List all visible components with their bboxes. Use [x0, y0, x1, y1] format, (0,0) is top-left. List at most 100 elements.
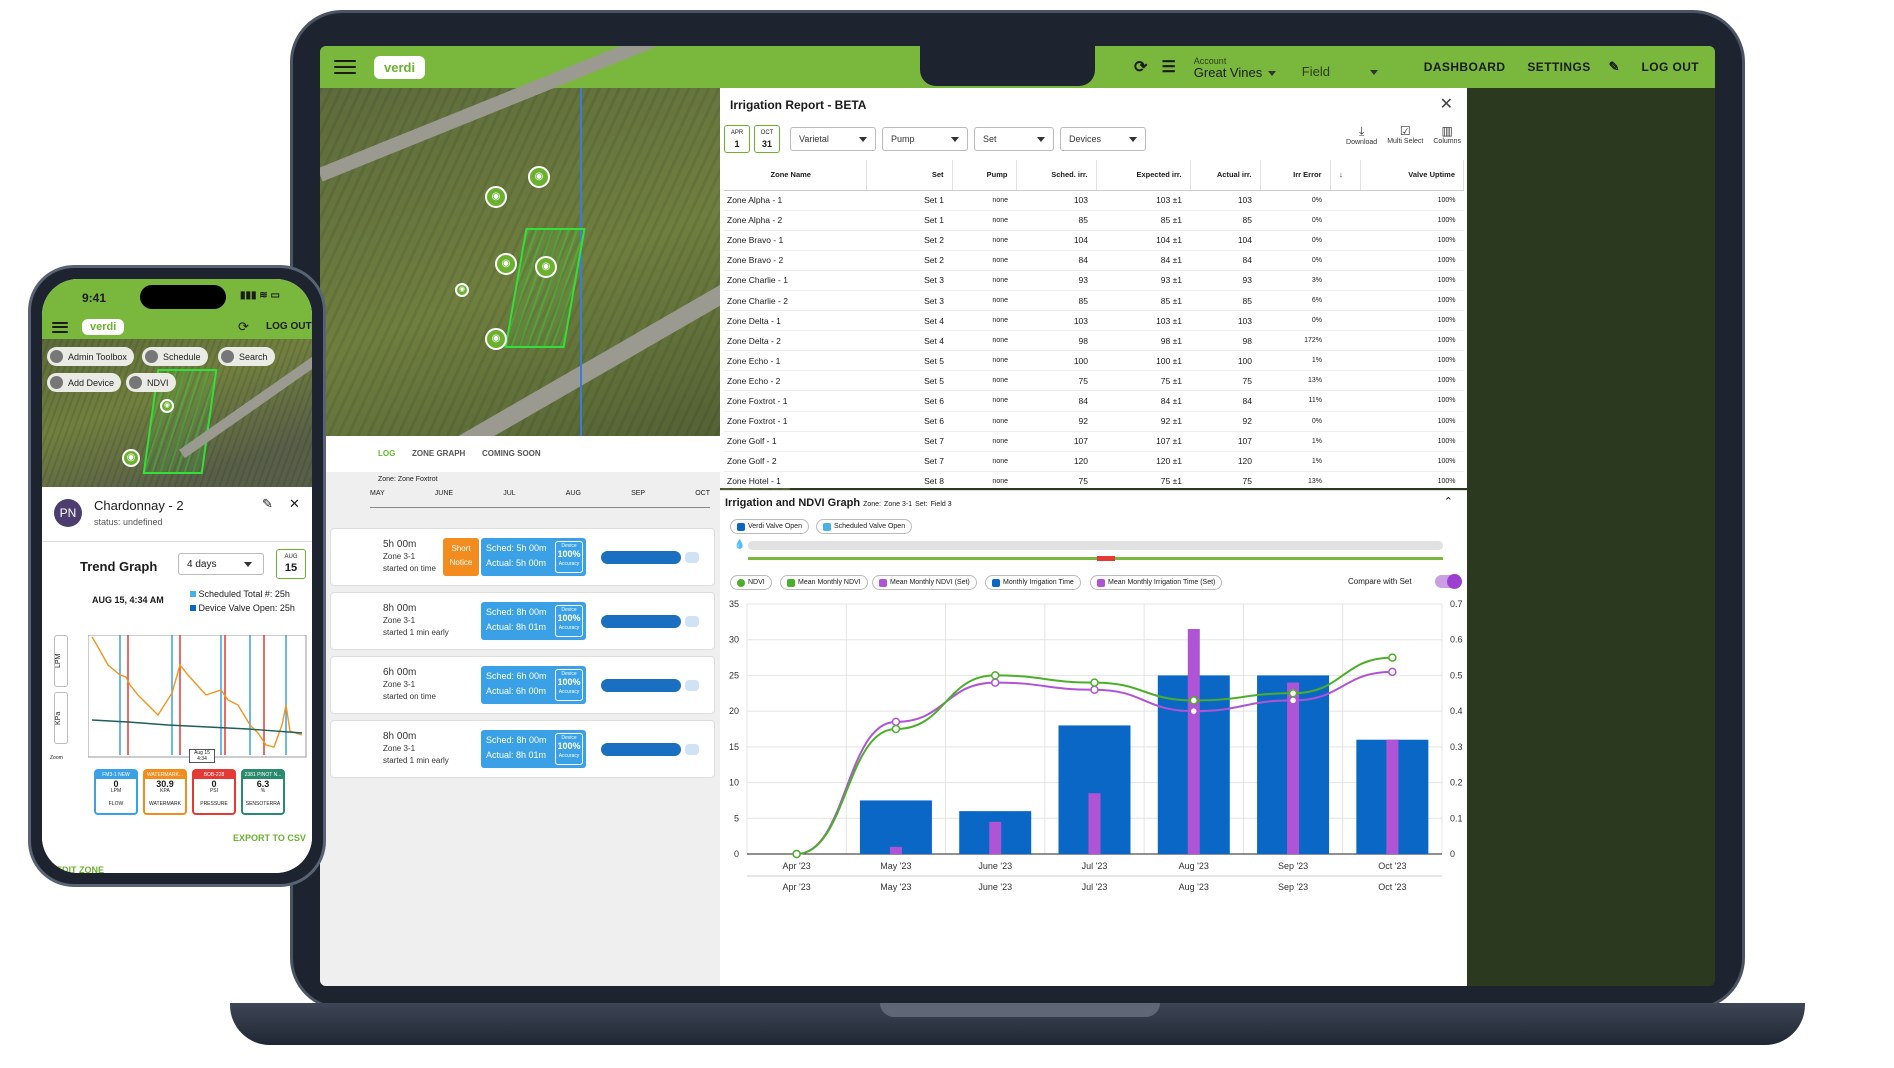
legend-verdi-valve-open[interactable]: Verdi Valve Open [730, 519, 809, 534]
sensor-tile[interactable]: 2381 PINOT N... 6.3% SENSOTERRA [241, 769, 285, 815]
columns-button[interactable]: ▥ Columns [1433, 124, 1461, 146]
zone-name[interactable]: Chardonnay - 2 [94, 498, 184, 513]
varietal-select[interactable]: Varietal [790, 127, 876, 151]
refresh-icon[interactable]: ⟳ [1134, 59, 1148, 76]
legend-scheduled-valve-open[interactable]: Scheduled Valve Open [816, 519, 913, 534]
table-cell: Set 2 [866, 250, 952, 271]
col-actual[interactable]: Actual irr. [1190, 160, 1261, 191]
table-row[interactable]: Zone Hotel - 1 Set 8 none 75 75 ±1 75 13% 100% [724, 471, 1464, 492]
table-row[interactable]: Zone Bravo - 1 Set 2 none 104 104 ±1 104 0% 100… [724, 230, 1464, 251]
kpa-axis-tab[interactable]: KPa [54, 692, 68, 744]
table-row[interactable]: Zone Bravo - 2 Set 2 none 84 84 ±1 84 0% 100% [724, 250, 1464, 271]
table-row[interactable]: Zone Foxtrot - 1 Set 6 none 92 92 ±1 92 0% 100% [724, 411, 1464, 432]
valve-timeline[interactable] [748, 541, 1443, 550]
legend-mean-monthly-ndvi-set[interactable]: Mean Monthly NDVI (Set) [872, 575, 977, 590]
phone-map[interactable]: Admin Toolbox Schedule Search Add Device… [42, 339, 312, 487]
col-expected[interactable]: Expected irr. [1096, 160, 1191, 191]
table-row[interactable]: Zone Golf - 1 Set 7 none 107 107 ±1 107 1% 100% [724, 431, 1464, 452]
tab-coming-soon[interactable]: COMING SOON [482, 449, 541, 458]
sensor-tile[interactable]: WATERMARK... 30.9 KPA WATERMARK [143, 769, 187, 815]
device-pin-icon[interactable]: ◉ [495, 253, 517, 275]
table-row[interactable]: Zone Alpha - 1 Set 1 none 103 103 ±1 103 0% 100… [724, 190, 1464, 211]
device-pin-icon[interactable]: ◉ [455, 283, 469, 297]
table-row[interactable]: Zone Echo - 2 Set 5 none 75 75 ±1 75 13% 100% [724, 370, 1464, 392]
table-row[interactable]: Zone Charlie - 1 Set 3 none 93 93 ±1 93 3% 100% [724, 270, 1464, 291]
legend-monthly-irrigation-time[interactable]: Monthly Irrigation Time [985, 575, 1081, 590]
zone-polygon[interactable] [504, 228, 586, 348]
table-row[interactable]: Zone Foxtrot - 1 Set 6 none 84 84 ±1 84 11% 100… [724, 390, 1464, 412]
start-date-picker[interactable]: APR 1 [724, 125, 750, 153]
range-select[interactable]: 4 days [178, 553, 264, 575]
schedule-summary: Sched: 8h 00m Actual: 8h 01m Device 100% Ac… [481, 602, 586, 640]
log-card[interactable]: 8h 00m Zone 3-1 started 1 min early Sched:… [330, 592, 715, 650]
col-set[interactable]: Set [866, 160, 953, 191]
download-button[interactable]: ⤓ Download [1346, 124, 1377, 146]
nav-dashboard[interactable]: DASHBOARD [1423, 60, 1506, 74]
set-select[interactable]: Set [974, 127, 1054, 151]
date-picker[interactable]: AUG 15 [276, 549, 306, 579]
device-pin-icon[interactable]: ◉ [528, 166, 550, 188]
col-zone-name[interactable]: Zone Name [724, 160, 867, 191]
close-icon[interactable]: ✕ [289, 496, 300, 511]
admin-toolbox-button[interactable]: Admin Toolbox [47, 347, 134, 366]
end-date-picker[interactable]: OCT 31 [754, 125, 780, 153]
pump-select[interactable]: Pump [882, 127, 968, 151]
export-csv-button[interactable]: EXPORT TO CSV [233, 833, 306, 843]
log-card[interactable]: 6h 00m Zone 3-1 started on time Sched: 6h … [330, 656, 715, 714]
field-select[interactable]: Field [1302, 64, 1402, 79]
table-row[interactable]: Zone Delta - 1 Set 4 none 103 103 ±1 103 0% 100… [724, 310, 1464, 332]
menu-icon[interactable] [52, 321, 68, 333]
table-row[interactable]: Zone Alpha - 2 Set 1 none 85 85 ±1 85 0% 100% [724, 210, 1464, 231]
menu-icon[interactable] [334, 60, 356, 74]
col-irr-error[interactable]: Irr Error [1260, 160, 1331, 191]
device-pin-icon[interactable]: ◉ [535, 256, 557, 278]
sensor-tile[interactable]: FM3-1 NEW 0 LPM FLOW [94, 769, 138, 815]
col-valve-uptime[interactable]: Valve Uptime [1360, 160, 1464, 191]
lpm-axis-tab[interactable]: LPM [54, 635, 68, 687]
tab-zone-graph[interactable]: ZONE GRAPH [412, 449, 466, 458]
verdi-logo[interactable]: verdi [82, 319, 125, 335]
table-row[interactable]: Zone Echo - 1 Set 5 none 100 100 ±1 100 1% 100% [724, 350, 1464, 372]
multi-select-button[interactable]: ☑ Multi Select [1387, 124, 1423, 146]
log-card[interactable]: 5h 00m Zone 3-1 started on time Short Noti… [330, 528, 715, 586]
trend-chart[interactable]: 65.554.543.532.521.510.50 [88, 635, 308, 759]
edit-icon[interactable]: ✎ [262, 496, 273, 511]
col-pump[interactable]: Pump [952, 160, 1017, 191]
table-row[interactable]: Zone Delta - 2 Set 4 none 98 98 ±1 98 172% 100% [724, 330, 1464, 352]
logout-button[interactable]: LOG OUT [266, 321, 312, 332]
device-pin-icon[interactable]: ◉ [485, 328, 507, 350]
device-pin-icon[interactable]: ◉ [160, 399, 174, 413]
schedule-timeline[interactable] [748, 557, 1443, 560]
edit-zone-button[interactable]: EDIT ZONE [56, 865, 105, 873]
verdi-logo[interactable]: verdi [374, 55, 426, 79]
device-pin-icon[interactable]: ◉ [122, 449, 140, 467]
nav-settings[interactable]: SETTINGS [1527, 60, 1591, 74]
search-button[interactable]: Search [218, 347, 275, 366]
account-select[interactable]: Account Great Vines [1194, 56, 1294, 79]
log-card[interactable]: 8h 00m Zone 3-1 started 1 min early Sched:… [330, 720, 715, 778]
ndvi-button[interactable]: NDVI [126, 373, 176, 392]
ndvi-irrigation-chart[interactable]: 35 0.7 30 0.6 25 0.5 20 0.4 15 0.3 10 0.2 5 0.1 0 0 Apr … [720, 596, 1467, 981]
list-icon[interactable]: ☰ [1161, 59, 1176, 76]
log-duration: 6h 00m [383, 667, 417, 678]
close-icon[interactable]: ✕ [1439, 96, 1453, 113]
feedback-icon[interactable]: ✎ [1608, 59, 1620, 74]
devices-select[interactable]: Devices [1060, 127, 1146, 151]
add-device-button[interactable]: Add Device [47, 373, 122, 392]
col-sched[interactable]: Sched. irr. [1016, 160, 1097, 191]
sort-down-icon[interactable]: ↓ [1330, 160, 1361, 191]
table-row[interactable]: Zone Charlie - 2 Set 3 none 85 85 ±1 85 6% 100% [724, 290, 1464, 312]
compare-toggle[interactable] [1435, 574, 1462, 589]
collapse-icon[interactable]: ⌃ [1443, 496, 1453, 508]
device-pin-icon[interactable]: ◉ [485, 186, 507, 208]
table-row[interactable]: Zone Golf - 2 Set 7 none 120 120 ±1 120 1% 100% [724, 451, 1464, 472]
refresh-icon[interactable]: ⟳ [238, 319, 249, 334]
nav-logout[interactable]: LOG OUT [1641, 60, 1699, 74]
tab-log[interactable]: LOG [378, 449, 396, 458]
legend-mean-irrigation-time-set[interactable]: Mean Monthly Irrigation Time (Set) [1090, 575, 1223, 590]
log-timeline[interactable] [370, 502, 710, 508]
sensor-tile[interactable]: BOB-228 0 PSI PRESSURE [192, 769, 236, 815]
schedule-button[interactable]: Schedule [142, 347, 208, 366]
legend-ndvi[interactable]: NDVI [730, 575, 772, 590]
legend-mean-monthly-ndvi[interactable]: Mean Monthly NDVI [780, 575, 868, 590]
